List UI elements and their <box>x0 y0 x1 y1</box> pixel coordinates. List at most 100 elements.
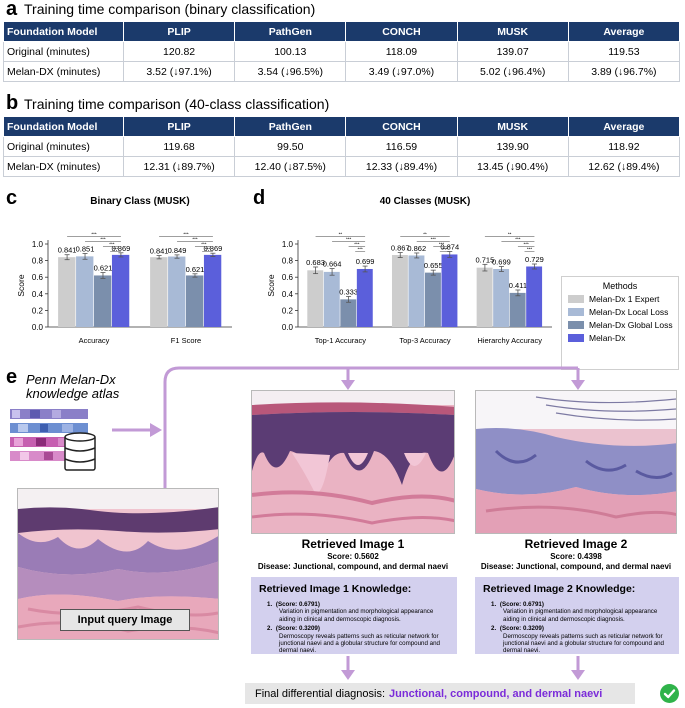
bar <box>76 256 94 327</box>
column-header: MUSK <box>456 21 569 42</box>
bar <box>340 299 357 327</box>
data-label: 0.841 <box>150 247 169 256</box>
retrieved-image-2-knowledge: Retrieved Image 2 Knowledge: 1. (Score: … <box>475 577 679 654</box>
column-header: CONCH <box>345 116 458 137</box>
legend-swatch <box>568 308 584 316</box>
bar <box>186 275 204 327</box>
panel-letter-b: b <box>6 92 19 114</box>
item-text: Dermoscopy reveals patterns such as reti… <box>503 632 664 655</box>
bar <box>493 268 510 327</box>
knowledge-title: Retrieved Image 1 Knowledge: <box>259 583 412 595</box>
legend-swatch <box>568 295 584 303</box>
item-number: 2. <box>491 625 497 633</box>
legend-entry: Melan-Dx Local Loss <box>568 307 674 317</box>
column-header: PLIP <box>122 116 236 137</box>
retrieved-image-2-score: Score: 0.4398 <box>550 552 602 561</box>
table-cell: 118.09 <box>345 41 458 62</box>
bar <box>168 256 186 327</box>
data-label: 0.841 <box>58 246 77 255</box>
column-header: CONCH <box>345 21 458 42</box>
bar <box>391 255 408 327</box>
data-label: 0.664 <box>323 260 342 269</box>
table-cell: 119.53 <box>567 41 681 62</box>
chart-legend: Methods Melan-Dx 1 Expert Melan-Dx Local … <box>561 276 679 370</box>
chart-title: Binary Class (MUSK) <box>90 196 189 207</box>
significance-label: ** <box>423 232 427 237</box>
bar <box>150 257 168 327</box>
table-cell: 3.54 (↓96.5%) <box>234 61 347 82</box>
retrieved-image-2-title: Retrieved Image 2 <box>524 537 628 551</box>
y-tick-label: 0.6 <box>32 273 44 282</box>
legend-label: Melan-Dx Local Loss <box>589 307 669 317</box>
data-label: 0.869 <box>204 244 223 253</box>
significance-label: *** <box>354 242 360 247</box>
x-tick-label: F1 Score <box>171 336 201 345</box>
retrieved-image-1-knowledge: Retrieved Image 1 Knowledge: 1. (Score: … <box>251 577 457 654</box>
bar <box>509 292 526 327</box>
bar <box>111 254 130 327</box>
y-tick-label: 0.8 <box>32 257 44 266</box>
y-tick-label: 0.0 <box>282 323 294 332</box>
legend-label: Melan-Dx 1 Expert <box>589 294 660 304</box>
panel-letter-e: e <box>6 366 18 388</box>
table-cell: Melan-DX (minutes) <box>3 156 124 177</box>
table-cell: 99.50 <box>234 136 347 157</box>
table-cell: 12.31 (↓89.7%) <box>122 156 236 177</box>
y-axis-label: Score <box>266 274 276 296</box>
knowledge-item: 2. (Score: 0.3209) Dermoscopy reveals pa… <box>483 625 671 655</box>
data-label: 0.411 <box>509 281 527 290</box>
column-header: PathGen <box>234 21 347 42</box>
data-label: 0.867 <box>391 244 410 253</box>
table-cell: Melan-DX (minutes) <box>3 61 124 82</box>
bar <box>526 266 543 327</box>
bar <box>476 267 493 327</box>
significance-label: *** <box>439 242 445 247</box>
column-header: Foundation Model <box>3 21 124 42</box>
knowledge-item: 1. (Score: 0.6791) Variation in pigmenta… <box>483 601 671 623</box>
significance-label: ** <box>508 232 512 237</box>
input-query-image-label: Input query Image <box>60 609 190 631</box>
y-tick-label: 0.8 <box>282 257 294 266</box>
atlas-title: Penn Melan-Dx knowledge atlas <box>26 372 120 401</box>
table-row: Original (minutes) 120.82 100.13 118.09 139.… <box>3 41 681 62</box>
data-label: 0.655 <box>424 261 443 270</box>
significance-label: *** <box>358 247 364 252</box>
significance-label: *** <box>192 237 198 242</box>
table-cell: 12.40 (↓87.5%) <box>234 156 347 177</box>
y-axis-label: Score <box>16 274 26 296</box>
y-tick-label: 0.4 <box>282 290 294 299</box>
table-cell: 119.68 <box>122 136 236 157</box>
table-cell: 13.45 (↓90.4%) <box>456 156 569 177</box>
data-label: 0.699 <box>356 257 375 266</box>
table-cell: 3.49 (↓97.0%) <box>345 61 458 82</box>
legend-entry: Melan-Dx 1 Expert <box>568 294 674 304</box>
significance-label: *** <box>205 247 211 252</box>
item-number: 1. <box>267 601 273 608</box>
table-cell: 139.90 <box>456 136 569 157</box>
item-text: Variation in pigmentation and morphologi… <box>503 608 658 623</box>
table-cell: 3.89 (↓96.7%) <box>567 61 681 82</box>
binary-class-chart: Binary Class (MUSK) 0.0 0.2 0.4 0.6 0.8 1.0 Sco… <box>16 196 232 345</box>
bar <box>203 254 222 327</box>
column-header: Average <box>567 21 681 42</box>
panel-letter-a: a <box>6 0 18 20</box>
bar <box>408 255 425 327</box>
column-header: PathGen <box>234 116 347 137</box>
retrieved-image-2-disease: Disease: Junctional, compound, and derma… <box>480 562 672 571</box>
table-cell: 120.82 <box>122 41 236 62</box>
significance-label: *** <box>201 242 207 247</box>
atlas-strips-icon <box>10 409 88 461</box>
knowledge-item: 2. (Score: 0.3209) Dermoscopy reveals pa… <box>259 625 449 655</box>
legend-label: Melan-Dx <box>589 333 626 343</box>
database-icon <box>64 432 96 471</box>
panel-title-b: Training time comparison (40-class class… <box>24 96 330 112</box>
data-label: 0.333 <box>339 287 358 296</box>
data-label: 0.862 <box>407 244 426 253</box>
knowledge-item: 1. (Score: 0.6791) Variation in pigmenta… <box>259 601 449 623</box>
table-row: Melan-DX (minutes) 12.31 (↓89.7%) 12.40 (↓… <box>3 156 681 177</box>
y-tick-label: 1.0 <box>282 240 294 249</box>
training-time-table-40class: Foundation Model PLIP PathGen CONCH MUSK Aver… <box>3 116 681 177</box>
table-cell: 100.13 <box>234 41 347 62</box>
item-score: (Score: 0.6791) <box>499 601 544 608</box>
data-label: 0.621 <box>186 265 205 274</box>
